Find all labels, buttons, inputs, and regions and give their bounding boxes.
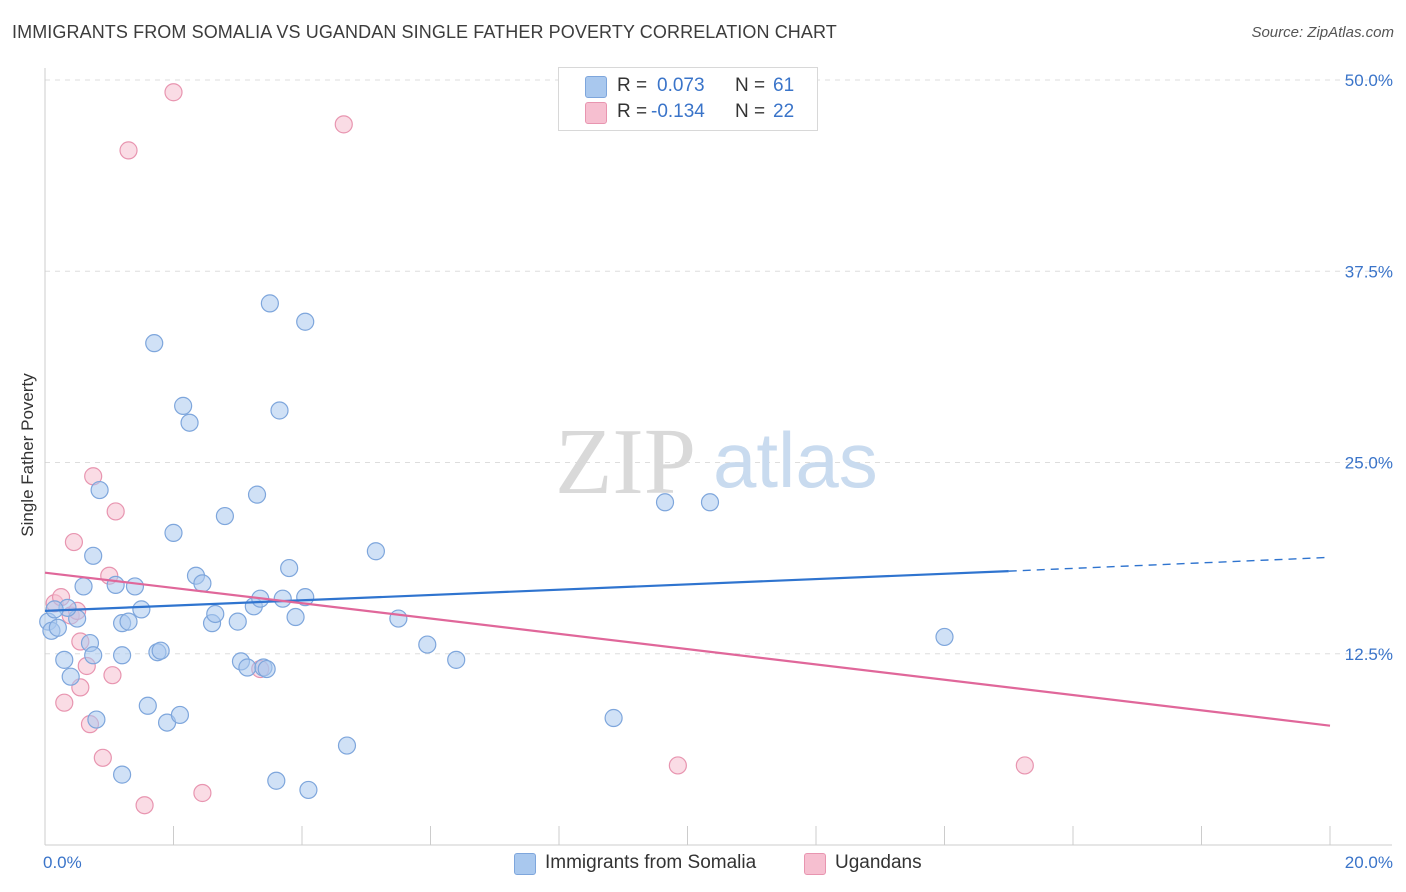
tick-labels: 12.5% 25.0% 37.5% 50.0% 0.0% 20.0% [43, 71, 1393, 872]
ugandan-point [135, 796, 154, 815]
somalia-point [273, 589, 292, 608]
ugandan-point [119, 141, 138, 160]
somalia-point [112, 646, 132, 665]
y-tick-label: 25.0% [1345, 454, 1393, 473]
legend-label: Ugandans [835, 852, 922, 873]
somalia-point [215, 506, 234, 526]
ugandan-point [64, 532, 84, 552]
ugandan-point [103, 666, 122, 685]
x-tick-label: 0.0% [43, 853, 82, 872]
ugandan-point [668, 756, 687, 775]
somalia-trend-line [44, 570, 1009, 613]
ugandan-point [334, 115, 353, 134]
ugandan-point [1015, 756, 1034, 775]
n-value: 22 [773, 101, 795, 122]
somalia-point [257, 659, 276, 679]
correlation-legend: R = 0.073 N = 61 R = -0.134 N = 22 [558, 67, 818, 131]
somalia-point [700, 493, 720, 512]
somalia-point [170, 705, 190, 725]
legend-label: Immigrants from Somalia [545, 852, 757, 873]
chart-title: IMMIGRANTS FROM SOMALIA VS UGANDAN SINGL… [12, 22, 837, 42]
somalia-point [337, 736, 357, 755]
ugandan-trend-line [44, 571, 1331, 727]
source-label: Source: ZipAtlas.com [1251, 24, 1394, 41]
somalia-point [193, 574, 212, 593]
somalia-point [366, 542, 385, 561]
n-value: 61 [773, 75, 795, 96]
n-label: N = [735, 75, 766, 96]
somalia-point [604, 708, 623, 728]
axes [44, 68, 1392, 846]
ugandan-point [93, 748, 112, 767]
somalia-point [238, 658, 257, 677]
somalia-point [87, 710, 106, 729]
somalia-point [655, 493, 675, 512]
somalia-point [174, 396, 193, 415]
somalia-point [132, 600, 151, 619]
somalia-point [125, 577, 145, 596]
somalia-point [74, 577, 93, 596]
somalia-point [280, 558, 299, 578]
y-tick-label: 37.5% [1345, 262, 1393, 281]
somalia-point [389, 609, 408, 628]
grid-lines [45, 79, 1392, 655]
ugandan-point [193, 783, 212, 803]
n-label: N = [735, 101, 766, 122]
somalia-point [247, 485, 267, 504]
ugandan-point [55, 693, 74, 712]
somalia-point [112, 765, 132, 784]
somalia-point [286, 607, 305, 627]
somalia-swatch [514, 853, 536, 875]
somalia-point [418, 635, 437, 654]
somalia-point [164, 523, 183, 542]
y-tick-label: 12.5% [1345, 645, 1393, 664]
somalia-point [55, 650, 74, 669]
somalia-point [119, 612, 138, 631]
somalia-point [106, 575, 125, 595]
watermark-zip: ZIP [555, 410, 696, 514]
somalia-points [39, 294, 954, 800]
ugandan-point [164, 83, 183, 102]
somalia-point [151, 641, 170, 660]
series-legend: Immigrants from Somalia Ugandans [0, 852, 1406, 878]
ugandan-points [45, 83, 1034, 815]
somalia-point [447, 650, 466, 669]
r-value: 0.073 [657, 75, 705, 96]
somalia-point [935, 627, 954, 647]
somalia-swatch [585, 76, 607, 98]
somalia-point [299, 780, 318, 800]
somalia-point [180, 413, 199, 432]
somalia-point [84, 546, 103, 565]
watermark: ZIP atlas [555, 410, 878, 514]
somalia-point [90, 480, 109, 500]
somalia-point [145, 334, 164, 353]
somalia-point [48, 618, 67, 637]
somalia-trend-extension [1008, 556, 1331, 572]
somalia-point [296, 312, 315, 331]
somalia-point [61, 667, 80, 686]
somalia-point [228, 612, 247, 631]
somalia-point [206, 604, 225, 624]
somalia-point [270, 401, 289, 420]
r-label: R = [617, 101, 648, 122]
somalia-point [138, 696, 157, 715]
r-label: R = [617, 75, 648, 96]
trend-lines [44, 556, 1331, 727]
r-value: -0.134 [651, 101, 705, 122]
x-tick-label: 20.0% [1345, 853, 1393, 872]
ugandan-point [106, 502, 125, 521]
ugandan-swatch [585, 102, 607, 124]
ugandan-swatch [804, 853, 826, 875]
somalia-point [84, 646, 103, 665]
somalia-point [267, 771, 286, 790]
watermark-atlas: atlas [713, 416, 878, 504]
somalia-point [260, 294, 279, 313]
y-tick-label: 50.0% [1345, 71, 1393, 90]
